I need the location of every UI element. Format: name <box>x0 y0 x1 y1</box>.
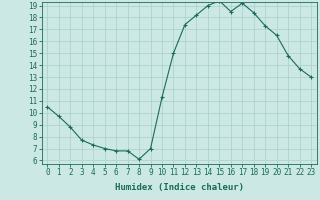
X-axis label: Humidex (Indice chaleur): Humidex (Indice chaleur) <box>115 183 244 192</box>
